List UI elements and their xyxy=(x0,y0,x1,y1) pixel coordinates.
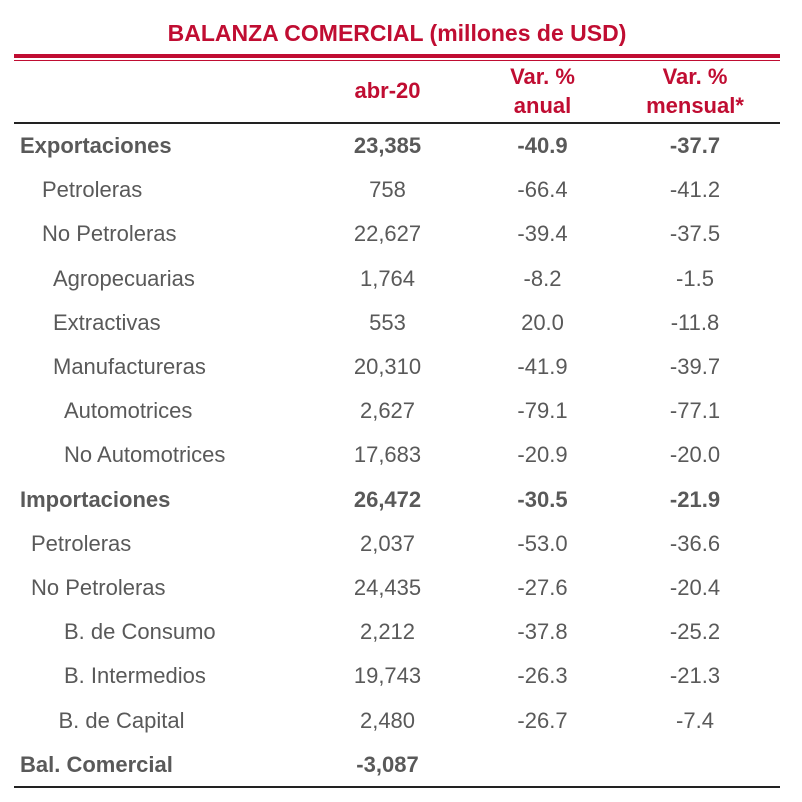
annual-change-cell: -53.0 xyxy=(517,530,568,556)
row-label: Automotrices xyxy=(64,398,193,424)
annual-change-cell: -39.4 xyxy=(517,221,568,247)
annual-change-cell xyxy=(470,743,615,787)
monthly-change-cell: -20.0 xyxy=(669,442,721,468)
annual-change-cell: -20.9 xyxy=(517,442,568,468)
monthly-change-cell: -39.7 xyxy=(669,354,721,379)
table-title: BALANZA COMERCIAL (millones de USD) xyxy=(167,20,627,46)
table-row: Agropecuarias 1,764 -8.2 -1.5 xyxy=(0,257,802,301)
monthly-change-cell: -25.2 xyxy=(669,619,721,645)
row-label: Agropecuarias xyxy=(53,265,195,291)
column-header-annual-line-2: anual xyxy=(513,93,572,118)
row-label: Exportaciones xyxy=(20,133,172,158)
value-cell: 2,037 xyxy=(359,530,416,556)
annual-change-cell: -26.7 xyxy=(517,707,568,733)
value-cell: 553 xyxy=(369,309,406,335)
column-header-annual-line-1: Var. % xyxy=(510,64,575,89)
row-label: Extractivas xyxy=(53,309,161,335)
row-label: No Petroleras xyxy=(42,221,177,247)
value-cell: 2,480 xyxy=(359,707,416,733)
row-label: B. de Capital xyxy=(58,707,185,733)
value-cell: 758 xyxy=(369,177,406,203)
monthly-change-cell: -21.9 xyxy=(669,486,721,512)
annual-change-cell: -27.6 xyxy=(517,575,568,600)
column-header-month-line: abr-20 xyxy=(354,78,421,103)
value-cell: 19,743 xyxy=(353,663,422,689)
annual-change-cell: -8.2 xyxy=(523,265,562,291)
value-cell: 23,385 xyxy=(353,133,422,158)
table-row: Importaciones 26,472 -30.5 -21.9 xyxy=(0,478,802,522)
monthly-change-cell: -36.6 xyxy=(669,530,721,556)
header-rule xyxy=(14,122,780,124)
row-label: No Petroleras xyxy=(31,575,166,600)
value-cell: 24,435 xyxy=(353,575,422,600)
annual-change-cell: 20.0 xyxy=(521,309,564,335)
monthly-change-cell xyxy=(615,743,775,787)
annual-change-cell: -30.5 xyxy=(517,486,568,512)
column-header-annual-change: Var. % anual xyxy=(470,62,615,120)
table-row: Exportaciones 23,385 -40.9 -37.7 xyxy=(0,124,802,168)
row-label: B. Intermedios xyxy=(64,663,206,689)
annual-change-cell: -40.9 xyxy=(517,133,568,158)
row-label: B. de Consumo xyxy=(64,619,216,645)
value-cell: 2,212 xyxy=(359,619,416,645)
monthly-change-cell: -77.1 xyxy=(669,398,721,424)
monthly-change-cell: -41.2 xyxy=(669,177,721,203)
table-row: Bal. Comercial -3,087 xyxy=(0,743,802,787)
table-row: Automotrices 2,627 -79.1 -77.1 xyxy=(0,389,802,433)
value-cell: 20,310 xyxy=(353,354,422,379)
table-row: B. Intermedios 19,743 -26.3 -21.3 xyxy=(0,654,802,698)
title-rule-thick xyxy=(14,54,780,58)
value-cell: -3,087 xyxy=(356,751,419,777)
table-row: Petroleras 758 -66.4 -41.2 xyxy=(0,168,802,212)
row-label: Petroleras xyxy=(42,177,143,203)
annual-change-cell: -41.9 xyxy=(517,354,568,379)
title-rule-thin xyxy=(14,60,780,61)
table-bottom-rule xyxy=(14,786,780,788)
monthly-change-cell: -1.5 xyxy=(676,265,714,291)
table-row: No Petroleras 22,627 -39.4 -37.5 xyxy=(0,212,802,256)
table-row: B. de Capital 2,480 -26.7 -7.4 xyxy=(0,699,802,743)
value-cell: 1,764 xyxy=(359,265,416,291)
column-header-monthly-change: Var. % mensual* xyxy=(615,62,775,120)
monthly-change-cell: -20.4 xyxy=(669,575,721,600)
value-cell: 2,627 xyxy=(359,398,416,424)
monthly-change-cell: -11.8 xyxy=(670,309,720,335)
annual-change-cell: -66.4 xyxy=(517,177,568,203)
table-row: Extractivas 553 20.0 -11.8 xyxy=(0,301,802,345)
table-row: No Petroleras 24,435 -27.6 -20.4 xyxy=(0,566,802,610)
row-label: Importaciones xyxy=(20,486,171,512)
column-header-month: abr-20 xyxy=(300,76,475,134)
table-row: Petroleras 2,037 -53.0 -36.6 xyxy=(0,522,802,566)
table-row: B. de Consumo 2,212 -37.8 -25.2 xyxy=(0,610,802,654)
monthly-change-cell: -37.7 xyxy=(669,133,721,158)
row-label: No Automotrices xyxy=(64,442,226,468)
table-row: No Automotrices 17,683 -20.9 -20.0 xyxy=(0,433,802,477)
annual-change-cell: -79.1 xyxy=(517,398,568,424)
monthly-change-cell: -37.5 xyxy=(669,221,721,247)
value-cell: 22,627 xyxy=(353,221,422,247)
monthly-change-cell: -7.4 xyxy=(676,707,714,733)
monthly-change-cell: -21.3 xyxy=(669,663,721,689)
annual-change-cell: -26.3 xyxy=(517,663,568,689)
column-header-monthly-line-2: mensual* xyxy=(646,93,744,118)
row-label: Manufactureras xyxy=(53,354,206,379)
table-row: Manufactureras 20,310 -41.9 -39.7 xyxy=(0,345,802,389)
row-label: Bal. Comercial xyxy=(20,751,173,777)
value-cell: 26,472 xyxy=(353,486,422,512)
row-label: Petroleras xyxy=(31,530,132,556)
annual-change-cell: -37.8 xyxy=(517,619,568,645)
column-header-monthly-line-1: Var. % xyxy=(662,64,728,89)
value-cell: 17,683 xyxy=(353,442,422,468)
